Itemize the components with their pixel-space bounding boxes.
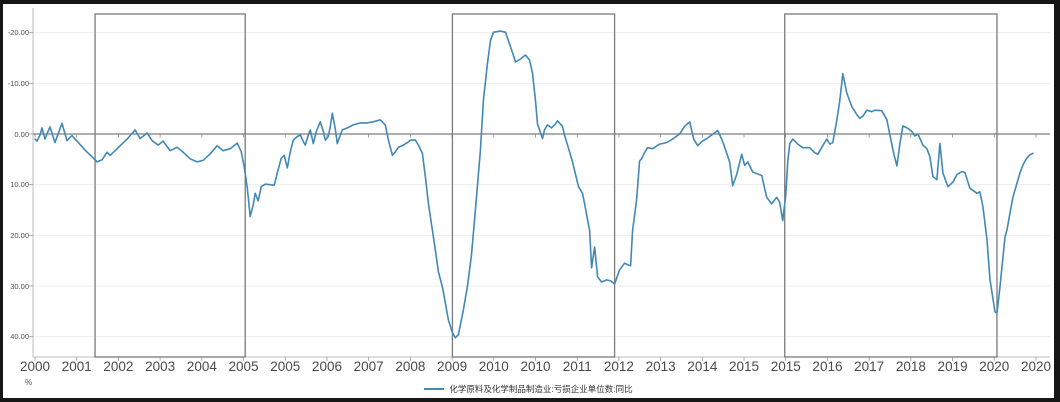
x-axis-tick-label: 2004 — [186, 359, 217, 374]
y-axis-tick-label: 20.00 — [10, 230, 29, 240]
plot-area — [29, 8, 1050, 361]
legend-label: 化学原料及化学制品制造业:亏损企业单位数:同比 — [449, 384, 633, 394]
x-axis-tick-label: 2016 — [812, 359, 843, 374]
x-axis-tick-label: 2006 — [311, 359, 342, 374]
highlight-box — [94, 13, 246, 358]
x-axis-tick-label: 2011 — [562, 359, 592, 374]
x-axis-tick-label: 2012 — [603, 359, 634, 374]
x-axis-tick-label: 2010 — [520, 359, 551, 374]
y-axis-unit-label: % — [25, 378, 33, 387]
x-axis-tick-label: 2003 — [145, 359, 176, 374]
y-axis-tick-label: 30.00 — [10, 281, 29, 291]
x-axis-tick-label: 2020 — [1020, 359, 1052, 374]
x-axis-tick-label: 2005 — [270, 359, 301, 374]
x-axis-tick-label: 2014 — [687, 359, 718, 374]
legend: 化学原料及化学制品制造业:亏损企业单位数:同比 — [3, 384, 1054, 394]
legend-line-swatch — [424, 388, 445, 390]
chart-area: -20.00 -10.00 0.00 10.00 20.00 30.00 40.00 200… — [3, 4, 1054, 398]
y-axis-tick-label: 0.00 — [14, 129, 29, 139]
x-axis-tick-label: 2007 — [353, 359, 384, 374]
x-axis-tick-label: 2008 — [395, 359, 426, 374]
highlight-box — [451, 13, 616, 358]
x-axis-tick-label: 2015 — [770, 359, 801, 374]
x-axis-tick-label: 2015 — [729, 359, 760, 374]
y-axis-tick-label: 10.00 — [10, 180, 29, 190]
highlight-box — [784, 13, 998, 358]
x-axis-tick-label: 2018 — [895, 359, 926, 374]
x-axis-tick-label: 2020 — [979, 359, 1010, 374]
x-axis-tick-label: 2002 — [103, 359, 134, 374]
x-axis-tick-label: 2010 — [478, 359, 509, 374]
x-axis-tick-label: 2000 — [19, 359, 51, 374]
x-axis-tick-label: 2001 — [61, 359, 92, 374]
x-axis-tick-label: 2009 — [437, 359, 468, 374]
y-axis-tick-label: 40.00 — [10, 332, 29, 342]
x-axis-tick-label: 2013 — [645, 359, 676, 374]
x-axis-tick-label: 2005 — [228, 359, 259, 374]
x-axis-tick-label: 2019 — [937, 359, 968, 374]
legend-item[interactable]: 化学原料及化学制品制造业:亏损企业单位数:同比 — [424, 384, 633, 394]
x-axis-tick-label: 2017 — [854, 359, 885, 374]
y-axis-tick-label: -20.00 — [7, 28, 29, 38]
y-axis-tick-label: -10.00 — [7, 78, 29, 88]
series-line — [34, 30, 1034, 339]
